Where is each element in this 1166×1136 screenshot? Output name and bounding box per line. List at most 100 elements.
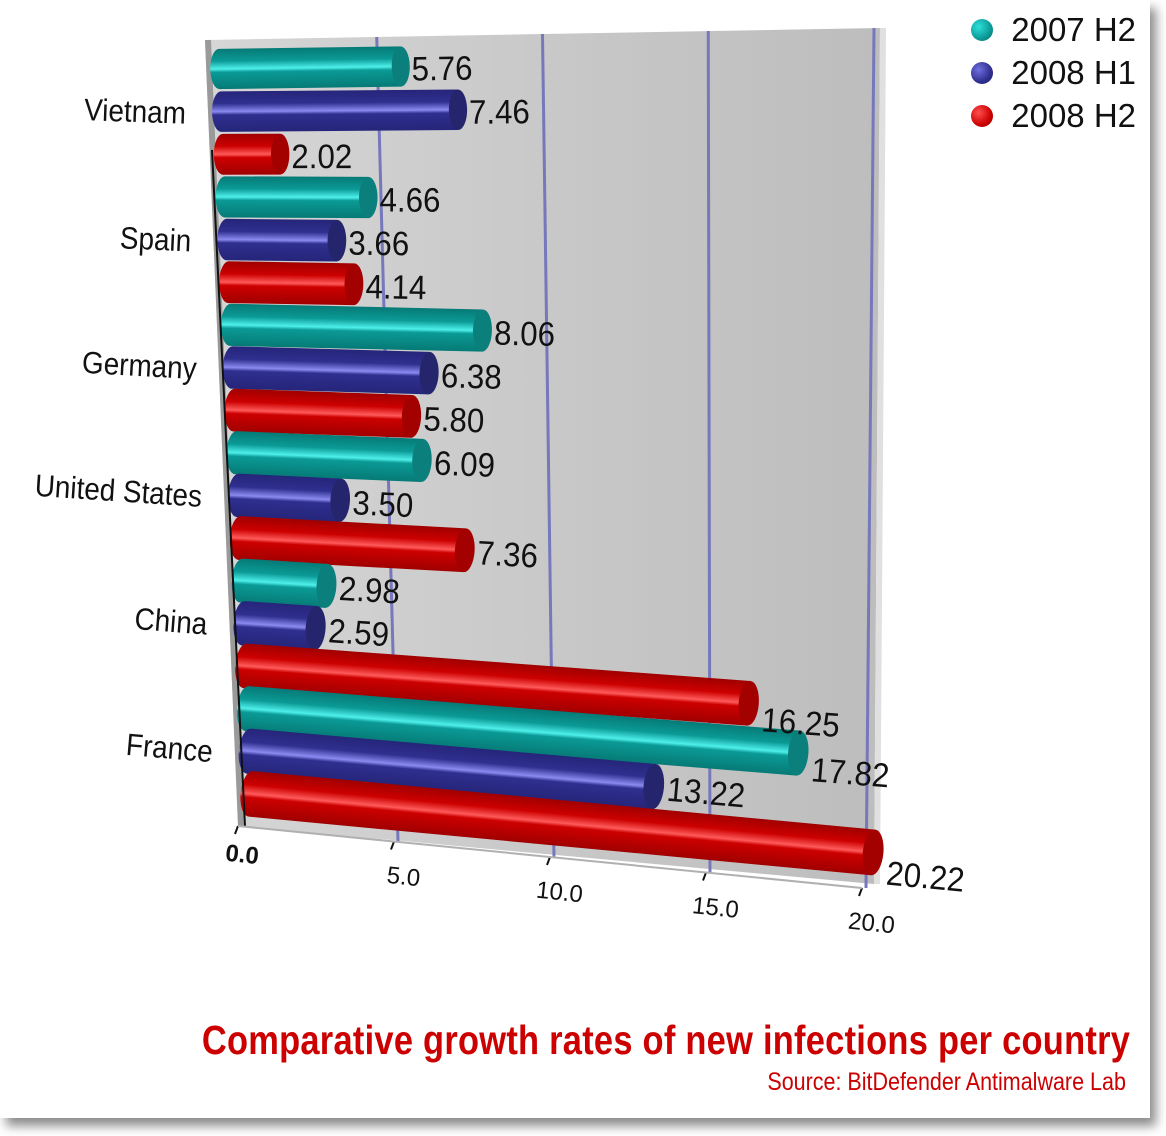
y-category-label: Spain xyxy=(119,221,192,259)
chart-source: Source: BitDefender Antimalware Lab xyxy=(767,1068,1126,1096)
data-label: 17.82 xyxy=(810,750,891,795)
bar[interactable] xyxy=(210,46,410,90)
data-label: 13.22 xyxy=(665,770,746,815)
bar-cap xyxy=(270,133,290,175)
x-tick-mark xyxy=(858,887,863,897)
bar-cap xyxy=(358,176,378,219)
category-group-spain xyxy=(215,176,378,306)
category-group-germany xyxy=(220,303,492,438)
bar-cap xyxy=(401,394,422,438)
x-tick-label: 10.0 xyxy=(535,877,584,909)
bar[interactable] xyxy=(215,176,378,219)
y-category-label: United States xyxy=(34,469,203,515)
x-tick-mark xyxy=(390,841,395,850)
legend-item-2007-h2[interactable]: 2007 H2 xyxy=(971,8,1136,51)
bar-body xyxy=(236,686,801,776)
chart-title: Comparative growth rates of new infectio… xyxy=(201,1017,1130,1063)
x-tick-mark xyxy=(702,872,707,881)
y-category-label: France xyxy=(125,728,215,770)
bar-body xyxy=(231,558,328,608)
x-tick-label: 15.0 xyxy=(691,892,740,924)
legend: 2007 H2 2008 H1 2008 H2 xyxy=(971,8,1136,137)
bar[interactable] xyxy=(225,431,432,483)
bar[interactable] xyxy=(212,89,468,132)
legend-item-2008-h1[interactable]: 2008 H1 xyxy=(971,51,1136,94)
x-tick-label: 5.0 xyxy=(385,862,421,892)
data-label: 3.50 xyxy=(352,483,415,524)
bar[interactable] xyxy=(217,218,347,262)
bar-cap xyxy=(643,763,665,810)
x-tick-mark xyxy=(546,856,551,866)
data-label: 2.59 xyxy=(327,611,390,654)
bar-body xyxy=(229,516,466,573)
plot-right-edge xyxy=(874,28,886,884)
bar-cap xyxy=(330,478,350,523)
bar-cap xyxy=(305,605,326,651)
bar-body xyxy=(210,46,402,90)
bar[interactable] xyxy=(237,728,666,810)
bar-body xyxy=(228,473,342,523)
x-tick-label: 20.0 xyxy=(847,908,896,940)
bar[interactable] xyxy=(219,261,364,306)
data-label: 16.25 xyxy=(760,700,841,744)
y-axis-line xyxy=(211,149,246,827)
bar[interactable] xyxy=(224,388,422,438)
legend-label: 2007 H2 xyxy=(1011,10,1136,48)
bar-cap xyxy=(472,309,492,352)
bar[interactable] xyxy=(234,643,761,726)
data-label: 2.02 xyxy=(291,137,352,176)
bar-body xyxy=(219,261,355,306)
legend-label: 2008 H2 xyxy=(1011,96,1136,134)
legend-label: 2008 H1 xyxy=(1011,53,1136,91)
bar[interactable] xyxy=(229,516,476,573)
bar-cap xyxy=(787,730,809,776)
bar[interactable] xyxy=(227,473,351,523)
data-label: 4.14 xyxy=(365,267,426,307)
bar[interactable] xyxy=(220,303,492,352)
data-label: 5.80 xyxy=(423,399,485,440)
bar-body xyxy=(226,431,423,483)
x-tick-mark xyxy=(234,825,239,835)
legend-swatch-icon xyxy=(971,104,994,127)
bar[interactable] xyxy=(222,346,439,395)
bar-cap xyxy=(448,89,468,131)
bar-body xyxy=(213,133,281,175)
bar[interactable] xyxy=(238,770,885,876)
category-group-united-states xyxy=(225,431,476,573)
y-category-label: Germany xyxy=(81,345,198,386)
data-label: 20.22 xyxy=(885,853,967,899)
legend-swatch-icon xyxy=(971,18,994,41)
bar-cap xyxy=(327,219,347,262)
data-label: 8.06 xyxy=(494,313,556,353)
category-group-vietnam xyxy=(210,46,468,175)
bar[interactable] xyxy=(230,558,337,608)
data-label: 7.36 xyxy=(476,533,539,575)
bar-body xyxy=(240,771,876,876)
bar-body xyxy=(217,218,338,262)
bar[interactable] xyxy=(232,600,327,651)
category-group-france xyxy=(235,685,885,876)
bar-cap xyxy=(738,680,759,726)
gridline xyxy=(864,27,876,889)
bar-cap xyxy=(454,528,475,573)
y-category-label: Vietnam xyxy=(84,93,187,131)
data-label: 3.66 xyxy=(348,223,409,262)
bar-cap xyxy=(316,563,337,608)
x-axis-line xyxy=(237,825,863,889)
legend-item-2008-h2[interactable]: 2008 H2 xyxy=(971,94,1136,137)
bar-body xyxy=(220,303,483,352)
bar-body xyxy=(215,176,369,219)
data-label: 5.76 xyxy=(411,48,472,87)
bar-body xyxy=(238,728,656,810)
bar-body xyxy=(212,89,459,132)
bar[interactable] xyxy=(213,133,290,175)
bar-cap xyxy=(419,351,439,395)
data-label: 7.46 xyxy=(469,92,530,131)
data-label: 6.09 xyxy=(433,443,495,484)
bar-cap xyxy=(344,263,364,306)
bar-cap xyxy=(391,46,410,87)
data-label: 2.98 xyxy=(338,569,401,611)
bar[interactable] xyxy=(235,685,810,776)
data-label: 6.38 xyxy=(440,356,502,396)
